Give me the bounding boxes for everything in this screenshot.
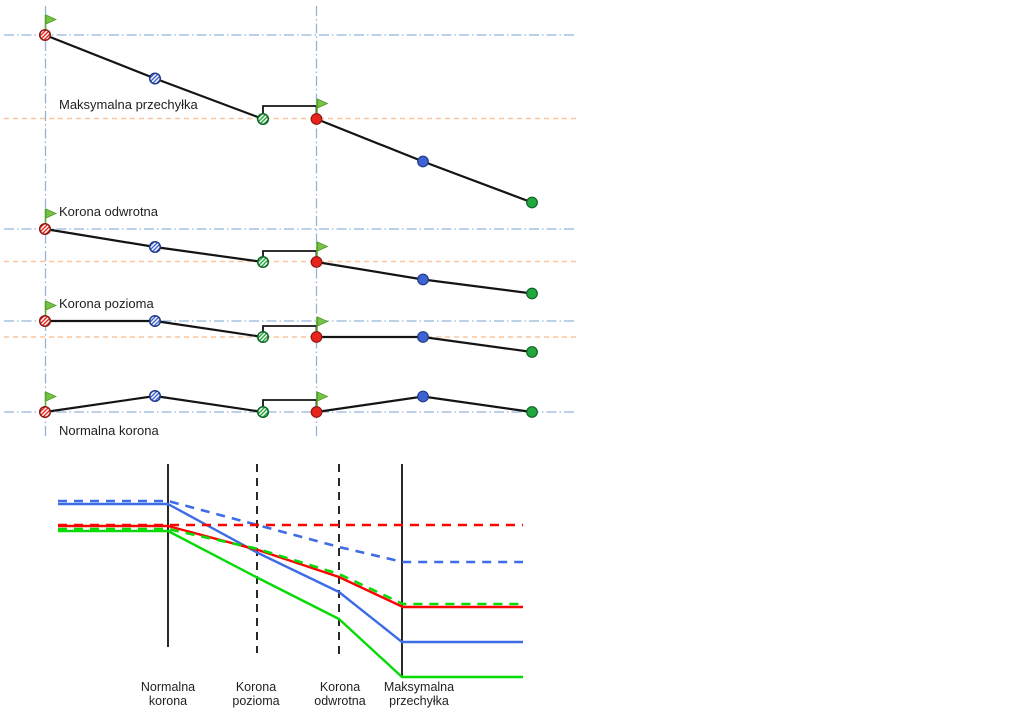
chart-category-line: odwrotna xyxy=(314,694,366,708)
hatched-point-green xyxy=(256,112,270,126)
solid-point-red xyxy=(310,406,323,418)
hatched-point-blue xyxy=(148,314,162,328)
solid-point-green xyxy=(526,287,538,300)
cant-step-bracket-0 xyxy=(262,105,318,119)
chart-category-korona-pozioma: Korona pozioma xyxy=(232,680,279,708)
solid-point-green xyxy=(526,406,538,418)
flag-pennant xyxy=(317,316,329,327)
flag-pennant xyxy=(317,98,329,109)
section-label-maksymalna-przechylka: Maksymalna przechyłka xyxy=(59,97,198,112)
solid-point-red xyxy=(310,256,323,268)
chart-series-blue-dashed xyxy=(58,499,523,564)
flag-pennant xyxy=(45,300,57,311)
solid-point-blue xyxy=(417,273,429,286)
flag-pennant xyxy=(317,241,329,252)
hatched-point-red xyxy=(38,222,52,236)
flag-pennant xyxy=(45,14,57,25)
chart-category-line: Normalna xyxy=(140,680,196,694)
solid-point-blue xyxy=(417,390,429,403)
solid-point-green xyxy=(526,346,538,358)
chart-category-korona-odwrotna: Korona odwrotna xyxy=(314,680,365,708)
flag-pennant xyxy=(317,391,329,402)
chart-category-line: Maksymalna xyxy=(383,680,455,694)
chart-category-line: przechyłka xyxy=(389,694,449,708)
chart-category-maksymalna-przechylka: Maksymalna przechyłka xyxy=(384,680,454,708)
section-label-korona-odwrotna: Korona odwrotna xyxy=(59,204,159,219)
cant-step-bracket-2 xyxy=(262,325,318,337)
hatched-point-red xyxy=(38,28,52,42)
chart-series-green-solid xyxy=(58,529,523,679)
flag-pennant xyxy=(45,208,57,219)
hatched-point-green xyxy=(256,330,270,344)
solid-point-red xyxy=(310,331,323,343)
cant-step-bracket-1 xyxy=(262,250,318,262)
section-label-korona-pozioma: Korona pozioma xyxy=(59,296,154,311)
solid-point-red xyxy=(310,113,323,125)
solid-point-green xyxy=(526,196,538,209)
hatched-point-red xyxy=(38,314,52,328)
hatched-point-green xyxy=(256,255,270,269)
hatched-point-red xyxy=(38,405,52,419)
cant-step-bracket-3 xyxy=(262,399,318,412)
solid-point-blue xyxy=(417,155,429,168)
chart-category-line: Korona xyxy=(235,680,277,694)
chart-category-line: korona xyxy=(148,694,188,708)
chart-category-normalna-korona: Normalna korona xyxy=(141,680,195,708)
chart-series-red-solid xyxy=(58,524,523,609)
hatched-point-blue xyxy=(148,240,162,254)
hatched-point-blue xyxy=(148,72,162,85)
chart-series-green-dashed xyxy=(58,527,523,606)
chart-category-line: Korona xyxy=(319,680,361,694)
chart-series-blue-solid xyxy=(58,502,523,644)
hatched-point-green xyxy=(256,405,270,419)
section-label-normalna-korona: Normalna korona xyxy=(59,423,159,438)
flag-pennant xyxy=(45,391,57,402)
chart-category-line: pozioma xyxy=(232,694,280,708)
solid-point-blue xyxy=(417,331,429,343)
hatched-point-blue xyxy=(148,389,162,403)
